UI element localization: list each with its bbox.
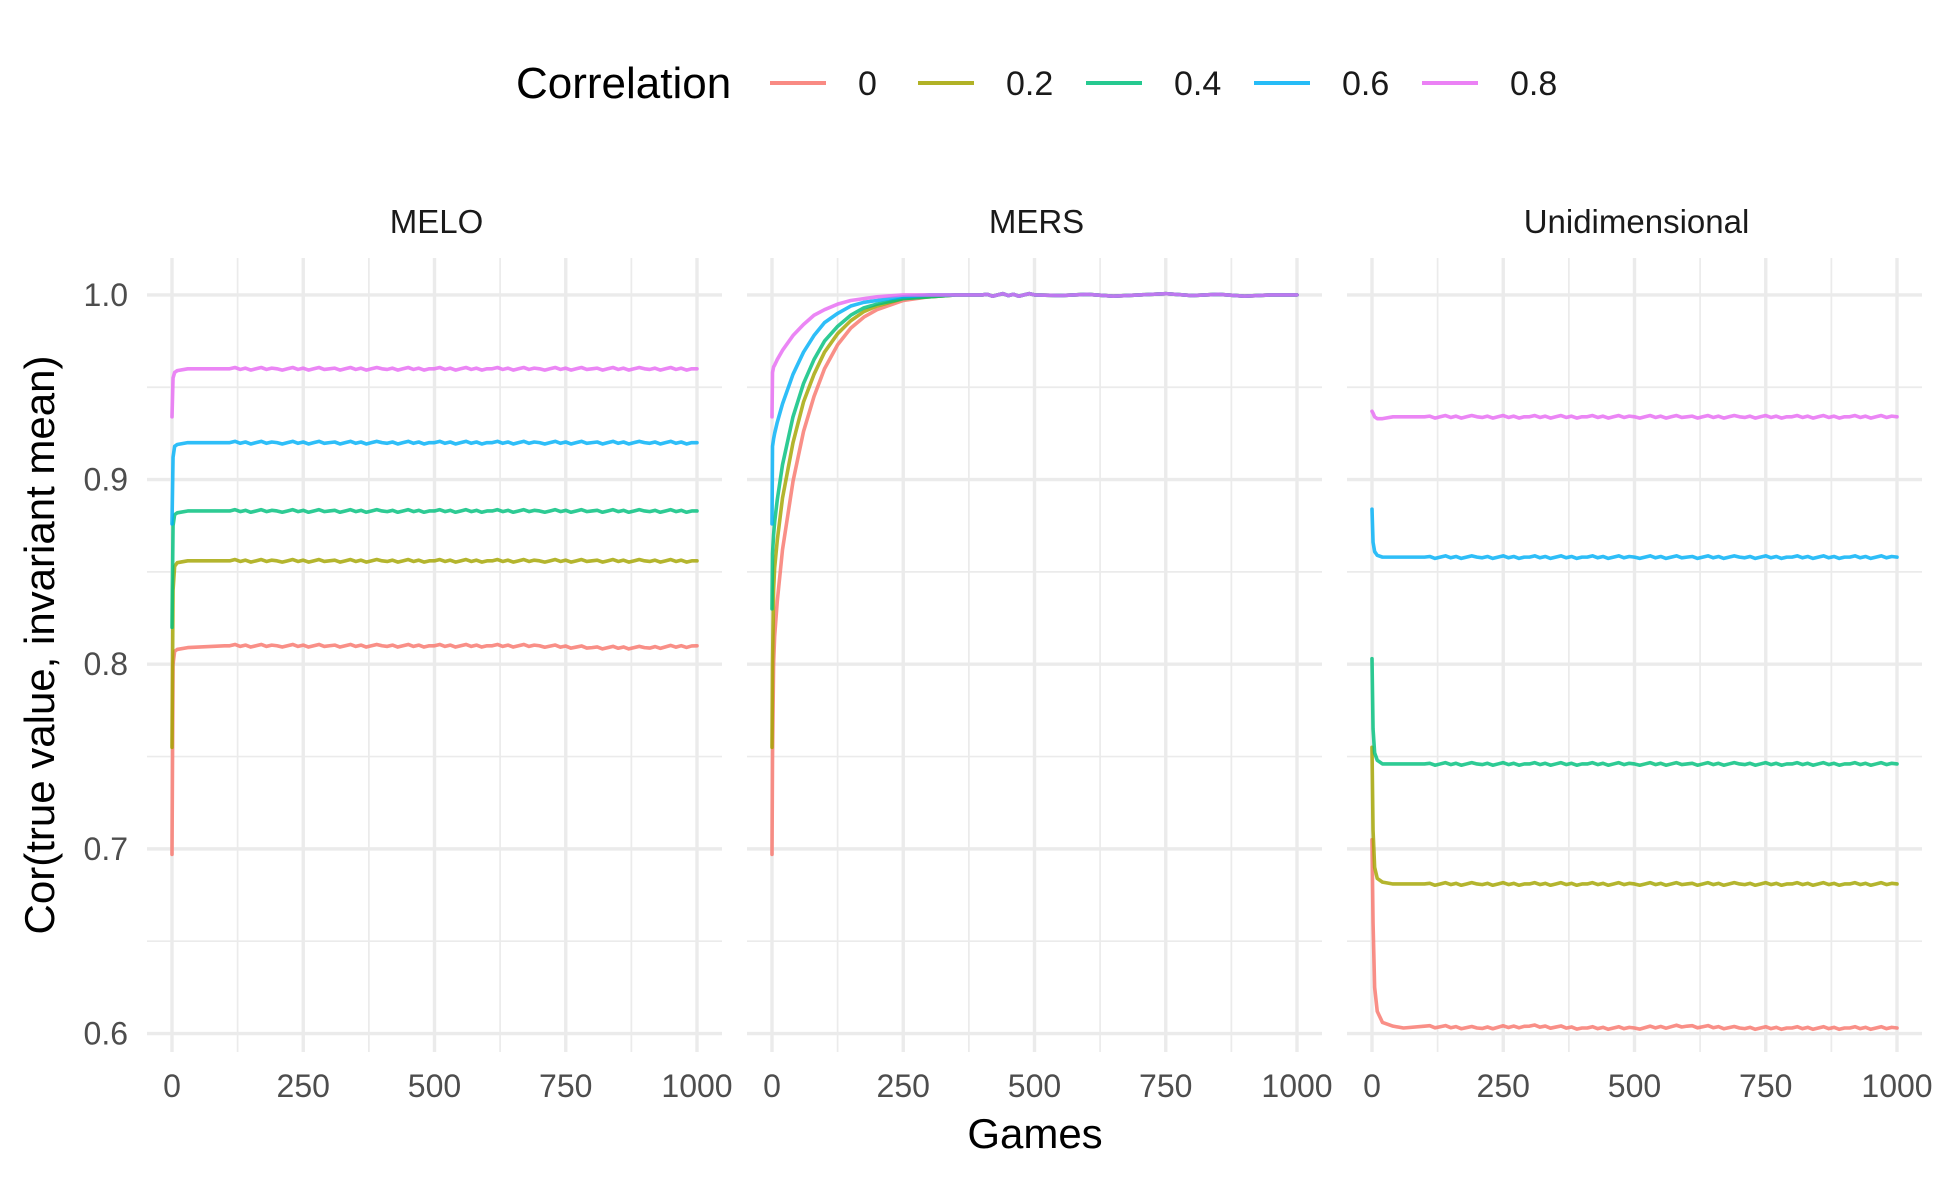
x-tick-label: 1000: [661, 1068, 732, 1104]
series-line-0-2: [170, 557, 699, 750]
y-axis-title: Cor(true value, invariant mean): [16, 356, 63, 935]
legend-label: 0: [858, 65, 877, 103]
legend-label: 0.6: [1342, 65, 1389, 103]
x-tick-label: 0: [163, 1068, 181, 1104]
legend-item-0: 0: [770, 65, 877, 103]
series-line-0-8: [1370, 409, 1899, 421]
y-tick-label: 0.7: [84, 831, 128, 867]
series-line-0-4: [170, 507, 699, 630]
x-tick-label: 250: [1477, 1068, 1530, 1104]
x-tick-label: 750: [1139, 1068, 1192, 1104]
legend: Correlation 0 0.2 0.4 0.6 0.8: [516, 59, 1557, 108]
x-tick-label: 500: [408, 1068, 461, 1104]
legend-item-0.6: 0.6: [1254, 65, 1389, 103]
series-line-0-8: [770, 291, 1299, 419]
legend-title: Correlation: [516, 59, 731, 108]
x-tick-label: 250: [877, 1068, 930, 1104]
x-tick-label: 0: [763, 1068, 781, 1104]
series-line-0: [170, 642, 699, 857]
legend-item-0.2: 0.2: [918, 65, 1053, 103]
series-line-0-8: [170, 365, 699, 419]
series-line-0-6: [170, 439, 699, 526]
x-tick-label: 250: [277, 1068, 330, 1104]
x-tick-label: 750: [539, 1068, 592, 1104]
facet-unidimensional: Unidimensional 0 250 500 750 1000: [1347, 203, 1933, 1104]
legend-label: 0.2: [1006, 65, 1053, 103]
legend-item-0.8: 0.8: [1422, 65, 1557, 103]
legend-item-0.4: 0.4: [1086, 65, 1221, 103]
x-tick-label: 750: [1739, 1068, 1792, 1104]
x-tick-label: 500: [1008, 1068, 1061, 1104]
series-line-0-2: [1370, 745, 1899, 888]
series-line-0-4: [1370, 656, 1899, 768]
x-axis-title: Games: [967, 1110, 1102, 1157]
facet-title: MERS: [989, 203, 1084, 240]
x-tick-label: 500: [1608, 1068, 1661, 1104]
x-tick-label: 1000: [1261, 1068, 1332, 1104]
y-tick-label: 0.9: [84, 462, 128, 498]
legend-label: 0.8: [1510, 65, 1557, 103]
x-tick-label: 0: [1363, 1068, 1381, 1104]
facet-title: Unidimensional: [1524, 203, 1750, 240]
y-tick-label: 1.0: [84, 277, 128, 313]
legend-label: 0.4: [1174, 65, 1221, 103]
y-tick-label: 0.8: [84, 646, 128, 682]
series-line-0: [1370, 837, 1899, 1032]
series-line-0-6: [1370, 507, 1899, 561]
y-tick-label: 0.6: [84, 1016, 128, 1052]
facet-title: MELO: [390, 203, 484, 240]
x-tick-label: 1000: [1861, 1068, 1932, 1104]
facet-melo: MELO 0 250 500 750 1000 0.6 0.7 0.8 0.9 1.0: [84, 203, 733, 1104]
facet-mers: MERS 0 250 500 750 1000: [747, 203, 1333, 1104]
facet-panels: MELO 0 250 500 750 1000 0.6 0.7 0.8 0.9 1.0 MERS 0 25…: [84, 203, 1933, 1104]
